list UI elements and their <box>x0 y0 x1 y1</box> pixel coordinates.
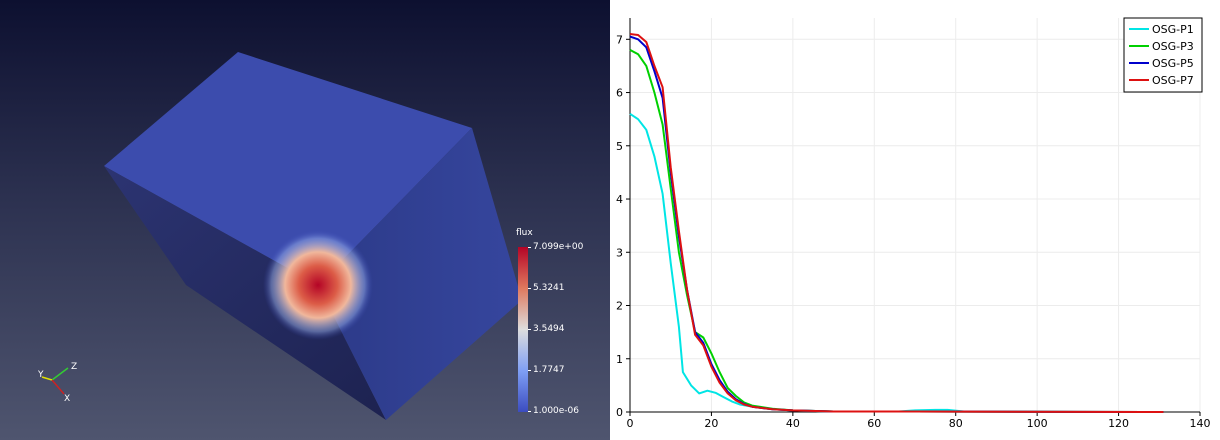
legend-label: OSG-P1 <box>1152 23 1194 36</box>
y-tick-label: 7 <box>616 33 623 46</box>
x-tick-label: 60 <box>867 417 881 430</box>
colorbar-tick <box>528 247 531 248</box>
x-tick-label: 120 <box>1108 417 1129 430</box>
colorbar-tick <box>528 411 531 412</box>
cube-left-face <box>104 166 386 420</box>
colorbar <box>518 247 528 412</box>
axis-z-label: Z <box>71 362 77 372</box>
colorbar-label: 3.5494 <box>533 324 565 334</box>
colorbar-label-min: 1.000e-06 <box>533 406 580 416</box>
flux-hotspot <box>263 230 373 340</box>
x-tick-label: 40 <box>786 417 800 430</box>
colorbar-label: 1.7747 <box>533 365 565 375</box>
colorbar-tick <box>528 370 531 371</box>
y-tick-label: 3 <box>616 246 623 259</box>
y-tick-label: 6 <box>616 87 623 100</box>
cube-right-face <box>318 128 522 420</box>
colorbar-tick <box>528 329 531 330</box>
render-view[interactable]: Z Y X flux 7.099e+00 5.3241 3.5494 1.774… <box>0 0 610 440</box>
cube-render: Z Y X <box>37 52 522 420</box>
colorbar-label-max: 7.099e+00 <box>533 242 584 252</box>
y-tick-label: 5 <box>616 140 623 153</box>
colorbar-tick <box>528 288 531 289</box>
y-tick-label: 4 <box>616 193 623 206</box>
colorbar-title: flux <box>516 228 533 238</box>
axis-y-label: Y <box>37 370 44 380</box>
axis-x-label: X <box>64 394 70 404</box>
line-chart: 0 20 40 60 80 100 120 140 0 1 2 3 4 5 6 7 OSG-P1 OSG-P3 OS… <box>616 17 1211 430</box>
x-tick-label: 80 <box>949 417 963 430</box>
legend-label: OSG-P7 <box>1152 74 1194 87</box>
x-tick-label: 100 <box>1027 417 1048 430</box>
legend-label: OSG-P3 <box>1152 40 1194 53</box>
y-tick-label: 2 <box>616 300 623 313</box>
x-tick-label: 20 <box>704 417 718 430</box>
y-tick-label: 1 <box>616 353 623 366</box>
cube-top-face <box>104 52 472 285</box>
x-tick-label: 0 <box>627 417 634 430</box>
y-tick-label: 0 <box>616 406 623 419</box>
colorbar-label: 5.3241 <box>533 283 565 293</box>
line-chart-view[interactable]: 0 20 40 60 80 100 120 140 0 1 2 3 4 5 6 7 OSG-P1 OSG-P3 OS… <box>610 0 1220 440</box>
orientation-axes: Z Y X <box>37 362 77 404</box>
legend-label: OSG-P5 <box>1152 57 1194 70</box>
series-line-osg-p1 <box>629 112 1164 413</box>
series-line-osg-p7 <box>629 33 1164 413</box>
x-tick-label: 140 <box>1190 417 1211 430</box>
